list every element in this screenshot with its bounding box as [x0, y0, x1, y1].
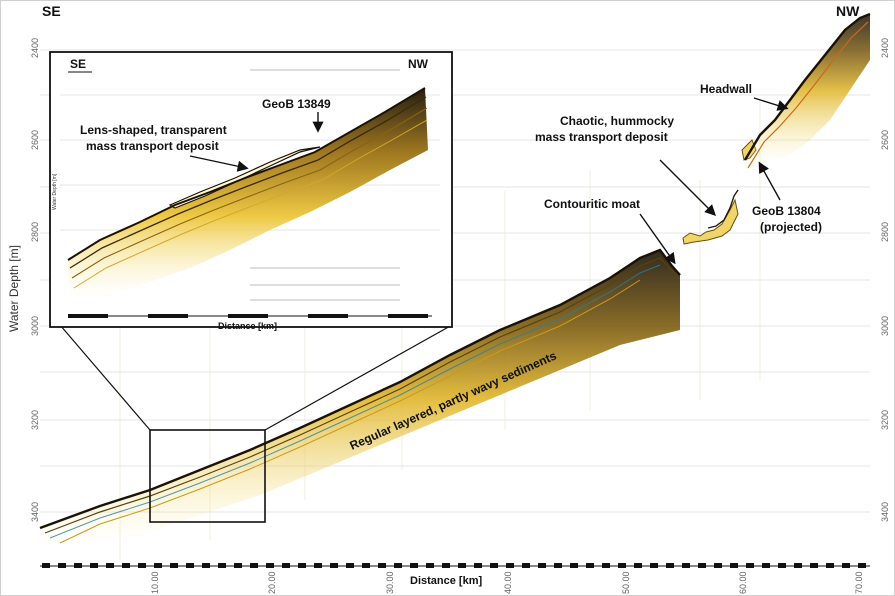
- y-tick-right-2600: 2600: [880, 130, 890, 150]
- y-tick-right-3200: 3200: [880, 410, 890, 430]
- geob13804-label-2: (projected): [760, 220, 822, 234]
- geob13804-arrow: [758, 161, 781, 201]
- chaotic-mtd-label-2: mass transport deposit: [535, 130, 668, 144]
- inset-core-label: GeoB 13849: [262, 97, 331, 111]
- y-tick-right-3400: 3400: [880, 502, 890, 522]
- distance-scale-bar: [40, 563, 870, 568]
- x-tick-70: 70.00: [854, 571, 864, 594]
- inset-corner-se: SE: [70, 57, 86, 71]
- y-tick-left-2600: 2600: [30, 130, 40, 150]
- chaotic-mtd-arrow: [659, 159, 716, 216]
- inset-x-axis-label: Distance [km]: [218, 321, 277, 331]
- y-ticks-left: 2400 2600 2800 3000 3200 3400: [30, 38, 40, 522]
- y-axis-title: Water Depth [m]: [7, 245, 21, 332]
- y-tick-left-3400: 3400: [30, 502, 40, 522]
- contouritic-moat-label: Contouritic moat: [544, 197, 640, 211]
- corner-label-se: SE: [42, 3, 61, 19]
- headwall-reflector: [743, 12, 871, 161]
- x-ticks: 10.00 20.00 30.00 40.00 50.00 60.00 70.0…: [150, 571, 864, 594]
- headwall-label: Headwall: [700, 82, 752, 96]
- x-tick-60: 60.00: [738, 571, 748, 594]
- headwall-arrow: [753, 97, 789, 111]
- inset-reflector-1: [69, 96, 427, 269]
- x-axis-title: Distance [km]: [410, 575, 482, 587]
- corner-label-nw: NW: [836, 3, 860, 19]
- x-tick-20: 20.00: [267, 571, 277, 594]
- x-tick-40: 40.00: [503, 571, 513, 594]
- inset-seafloor: [67, 87, 426, 261]
- sediment-body: [40, 250, 680, 548]
- y-tick-left-3200: 3200: [30, 410, 40, 430]
- y-tick-left-2800: 2800: [30, 222, 40, 242]
- headwall-sub-reflector: [747, 21, 869, 169]
- x-tick-10: 10.00: [150, 571, 160, 594]
- inset-scale-bar: [68, 314, 432, 318]
- inset-panel: SE NW GeoB 13849 Lens-shaped, transparen…: [49, 51, 453, 331]
- seafloor-reflector: [39, 248, 681, 530]
- y-tick-right-2800: 2800: [880, 222, 890, 242]
- inset-lens-label-1: Lens-shaped, transparent: [80, 123, 227, 137]
- x-tick-50: 50.00: [621, 571, 631, 594]
- zoom-connector-right: [264, 324, 453, 431]
- geob13804-label-1: GeoB 13804: [752, 204, 821, 218]
- y-tick-left-2400: 2400: [30, 38, 40, 58]
- inset-corner-nw: NW: [408, 57, 429, 71]
- inset-lens-label-2: mass transport deposit: [86, 139, 219, 153]
- sub-reflector-2: [49, 264, 661, 539]
- inset-reflector-2: [71, 107, 428, 279]
- chaotic-mtd: [682, 139, 757, 245]
- y-tick-right-3000: 3000: [880, 316, 890, 336]
- contouritic-moat-arrow: [639, 213, 676, 265]
- inset-reflector-3: [73, 119, 428, 289]
- inset-lens-arrow: [189, 155, 249, 172]
- sub-reflector-1: [44, 257, 676, 534]
- chaotic-mtd-label-1: Chaotic, hummocky: [560, 114, 674, 128]
- zoom-window: [149, 429, 266, 523]
- x-tick-30: 30.00: [385, 571, 395, 594]
- inset-y-axis-label: Water Depth [m]: [52, 173, 58, 210]
- y-ticks-right: 2400 2600 2800 3000 3200 3400: [880, 38, 890, 522]
- inset-sediment-body: [68, 88, 428, 302]
- zoom-connector-left: [59, 324, 151, 431]
- y-tick-left-3000: 3000: [30, 316, 40, 336]
- y-tick-right-2400: 2400: [880, 38, 890, 58]
